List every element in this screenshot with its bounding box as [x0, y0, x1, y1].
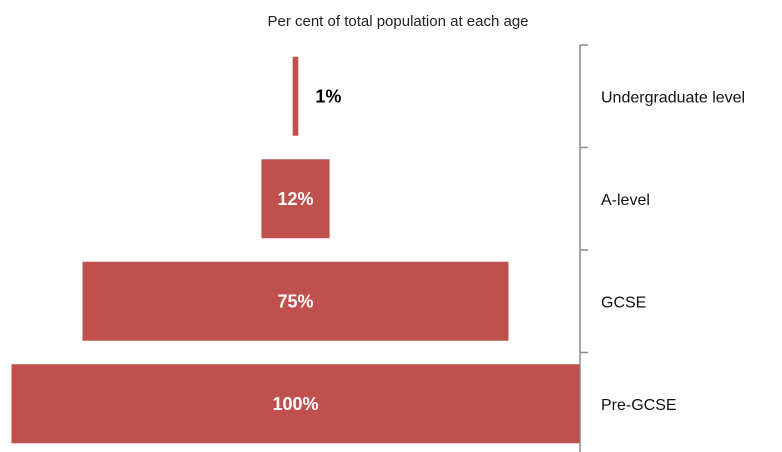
bar: [82, 261, 509, 341]
bars: [11, 56, 580, 444]
data-labels: 1% 12% 75% 100%: [272, 86, 341, 414]
category-labels: Undergraduate level A-level GCSE Pre-GCSE: [601, 89, 745, 414]
bar: [292, 56, 299, 136]
category-label: A-level: [601, 192, 650, 209]
data-label: 100%: [272, 394, 318, 414]
data-label: 75%: [277, 291, 313, 311]
data-label: 12%: [277, 189, 313, 209]
category-axis: [579, 44, 588, 452]
category-label: GCSE: [601, 294, 646, 311]
chart-title: Per cent of total population at each age: [267, 13, 528, 30]
category-label: Pre-GCSE: [601, 397, 677, 414]
bar: [261, 159, 330, 239]
category-label: Undergraduate level: [601, 89, 745, 106]
data-label: 1%: [315, 86, 341, 106]
bar: [11, 364, 580, 444]
